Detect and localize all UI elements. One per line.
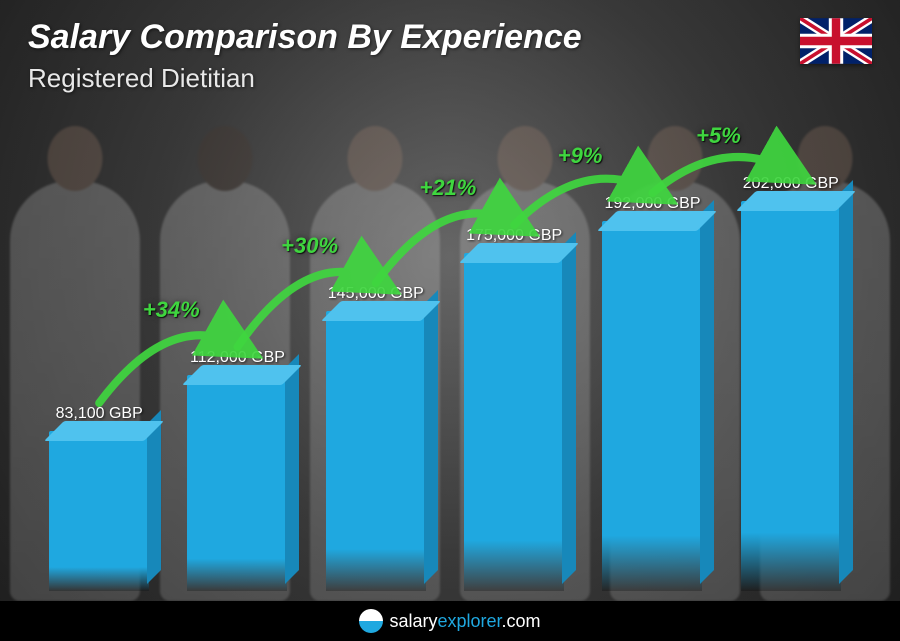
footer: salaryexplorer.com — [0, 601, 900, 641]
brand-logo: salaryexplorer.com — [359, 609, 540, 633]
chart-subtitle: Registered Dietitian — [28, 63, 582, 94]
brand-text-accent: explorer — [437, 611, 501, 631]
logo-mark-icon — [359, 609, 383, 633]
infographic-container: Salary Comparison By Experience Register… — [0, 0, 900, 641]
growth-arc-icon — [30, 110, 860, 591]
salary-bar-chart: 83,100 GBP< 2 Years112,000 GBP2 to 5145,… — [30, 110, 860, 591]
uk-flag-icon — [800, 18, 872, 64]
titles: Salary Comparison By Experience Register… — [28, 18, 582, 94]
chart-title: Salary Comparison By Experience — [28, 18, 582, 57]
brand-text-post: .com — [502, 611, 541, 631]
brand-text-pre: salary — [389, 611, 437, 631]
pct-increase-label: +5% — [696, 123, 741, 149]
header: Salary Comparison By Experience Register… — [28, 18, 872, 94]
